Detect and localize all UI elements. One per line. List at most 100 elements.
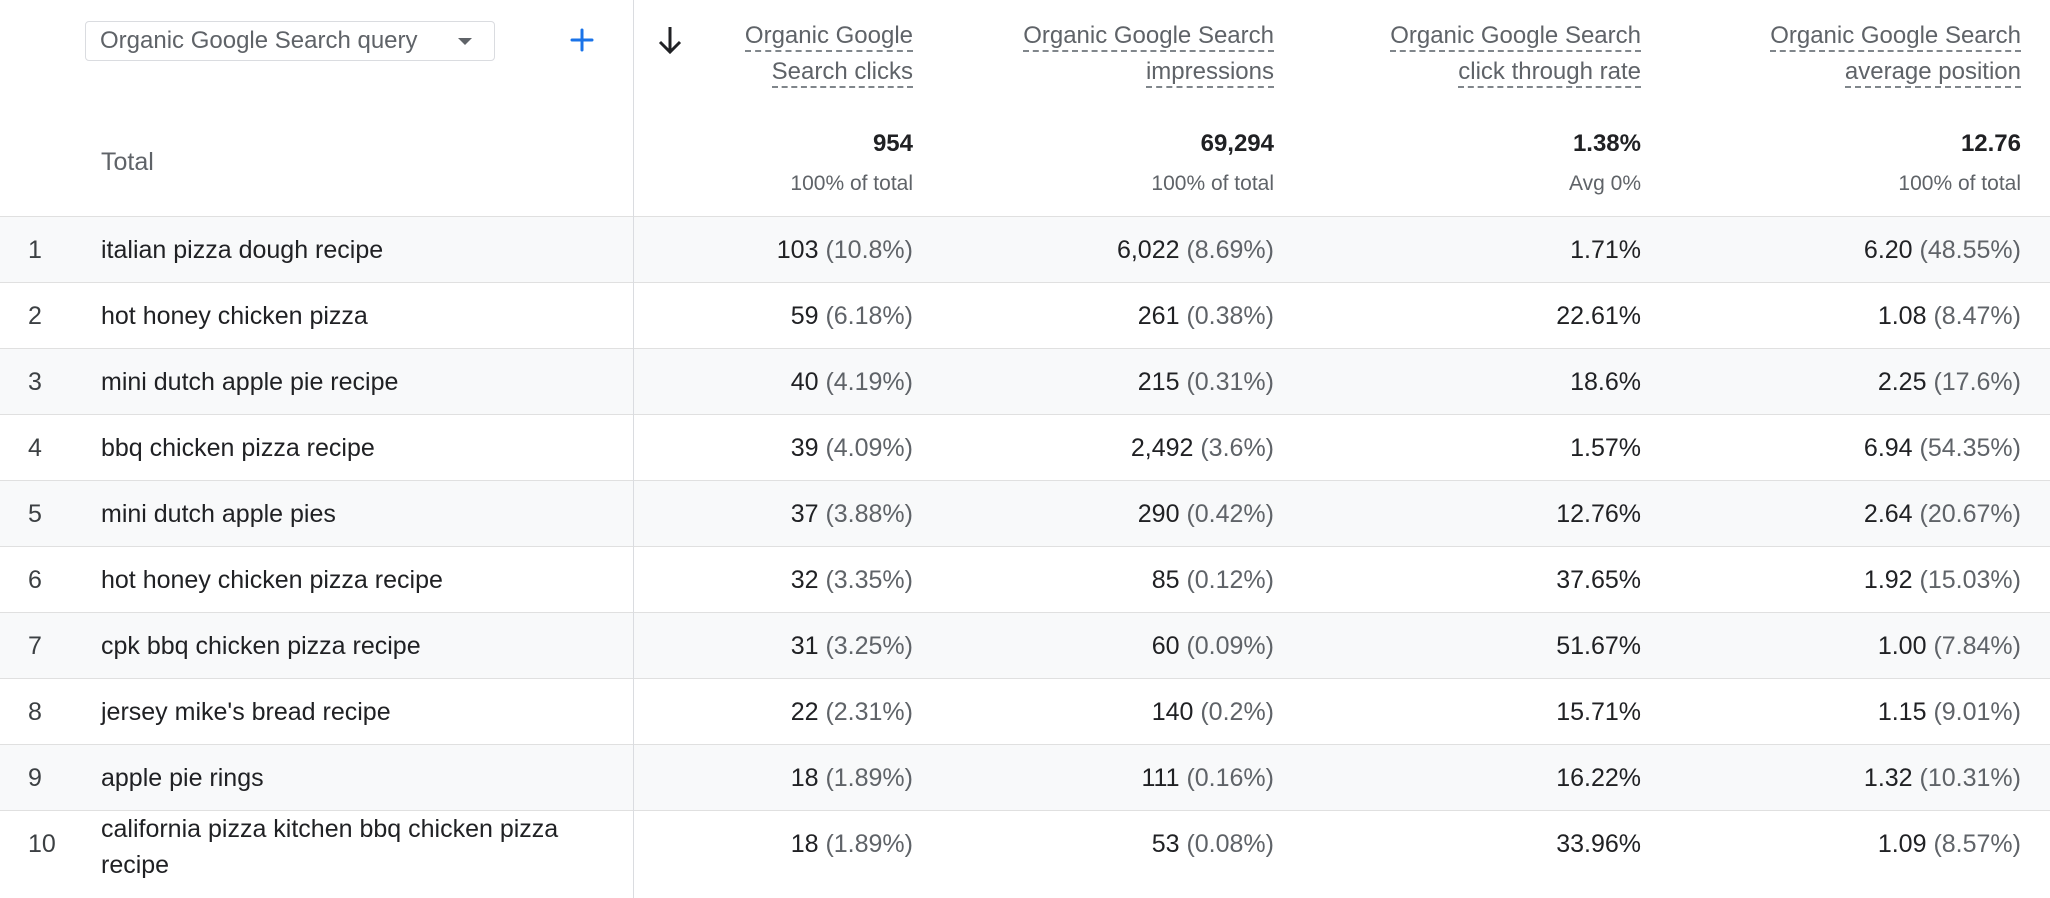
clicks-cell: 40 (4.19%) bbox=[791, 368, 913, 397]
table-row[interactable]: 7 cpk bbq chicken pizza recipe 31 (3.25%) 6… bbox=[0, 612, 2050, 678]
clicks-cell-percent: (3.35%) bbox=[825, 566, 913, 594]
position-cell-value: 1.92 bbox=[1863, 566, 1913, 594]
impressions-cell-percent: (0.16%) bbox=[1186, 764, 1274, 792]
clicks-cell-percent: (10.8%) bbox=[825, 236, 913, 264]
column-header-impressions[interactable]: Organic Google Search impressions bbox=[1023, 18, 1274, 90]
total-ctr: 1.38% bbox=[1572, 130, 1641, 157]
table-header: Organic Google Search query Organic Goog… bbox=[0, 0, 2050, 216]
row-index: 10 bbox=[28, 830, 56, 858]
total-impressions: 69,294 bbox=[1200, 130, 1274, 157]
ctr-cell: 15.71% bbox=[1556, 698, 1641, 727]
clicks-cell-percent: (4.09%) bbox=[825, 434, 913, 462]
query-text: mini dutch apple pies bbox=[101, 500, 336, 528]
table-row[interactable]: 10 california pizza kitchen bbq chicken p… bbox=[0, 810, 2050, 879]
impressions-cell: 261 (0.38%) bbox=[1138, 302, 1274, 331]
column-divider bbox=[633, 0, 634, 898]
table-row[interactable]: 1 italian pizza dough recipe 103 (10.8%) 6,… bbox=[0, 216, 2050, 282]
clicks-cell-value: 32 bbox=[790, 566, 819, 594]
position-cell-value: 6.20 bbox=[1863, 236, 1913, 264]
ctr-cell-value: 1.57% bbox=[1570, 434, 1641, 462]
row-index: 9 bbox=[28, 764, 42, 792]
position-cell-value: 1.00 bbox=[1877, 632, 1927, 660]
position-cell-value: 2.25 bbox=[1877, 368, 1927, 396]
impressions-cell: 85 (0.12%) bbox=[1152, 566, 1274, 595]
table-row[interactable]: 9 apple pie rings 18 (1.89%) 111 (0.16%) 16.… bbox=[0, 744, 2050, 810]
clicks-cell-value: 59 bbox=[790, 302, 819, 330]
impressions-cell-percent: (0.12%) bbox=[1186, 566, 1274, 594]
position-cell-percent: (7.84%) bbox=[1933, 632, 2021, 660]
clicks-cell-percent: (3.25%) bbox=[825, 632, 913, 660]
row-index: 8 bbox=[28, 698, 42, 726]
impressions-cell-percent: (0.42%) bbox=[1186, 500, 1274, 528]
table-row[interactable]: 3 mini dutch apple pie recipe 40 (4.19%) 21… bbox=[0, 348, 2050, 414]
row-index: 4 bbox=[28, 434, 42, 462]
query-text: apple pie rings bbox=[101, 764, 264, 792]
impressions-cell: 290 (0.42%) bbox=[1138, 500, 1274, 529]
impressions-cell-value: 111 bbox=[1141, 764, 1180, 792]
plus-icon[interactable] bbox=[564, 22, 600, 58]
position-cell: 6.20 (48.55%) bbox=[1864, 236, 2021, 265]
position-cell: 1.92 (15.03%) bbox=[1864, 566, 2021, 595]
impressions-cell: 6,022 (8.69%) bbox=[1117, 236, 1274, 265]
table-row[interactable]: 6 hot honey chicken pizza recipe 32 (3.35%… bbox=[0, 546, 2050, 612]
arrow-down-icon[interactable] bbox=[655, 24, 685, 56]
impressions-cell-value: 6,022 bbox=[1116, 236, 1180, 264]
table-row[interactable]: 2 hot honey chicken pizza 59 (6.18%) 261 (0… bbox=[0, 282, 2050, 348]
total-position: 12.76 bbox=[1960, 130, 2021, 157]
total-impressions-sub: 100% of total bbox=[1151, 172, 1274, 195]
position-cell-percent: (10.31%) bbox=[1919, 764, 2021, 792]
table-row[interactable]: 8 jersey mike's bread recipe 22 (2.31%) 140… bbox=[0, 678, 2050, 744]
clicks-cell-value: 39 bbox=[790, 434, 819, 462]
clicks-cell-percent: (2.31%) bbox=[825, 698, 913, 726]
total-clicks: 954 bbox=[872, 130, 913, 157]
position-cell: 1.15 (9.01%) bbox=[1878, 698, 2021, 727]
dimension-select[interactable]: Organic Google Search query bbox=[85, 21, 495, 61]
ctr-cell-value: 15.71% bbox=[1556, 698, 1641, 726]
impressions-cell-percent: (0.31%) bbox=[1186, 368, 1274, 396]
ctr-cell-value: 37.65% bbox=[1556, 566, 1641, 594]
impressions-cell-value: 60 bbox=[1151, 632, 1180, 660]
clicks-cell-percent: (1.89%) bbox=[825, 764, 913, 792]
clicks-cell-percent: (1.89%) bbox=[825, 830, 913, 858]
clicks-cell-value: 18 bbox=[790, 830, 819, 858]
impressions-cell: 140 (0.2%) bbox=[1152, 698, 1274, 727]
position-cell: 1.00 (7.84%) bbox=[1878, 632, 2021, 661]
clicks-cell: 59 (6.18%) bbox=[791, 302, 913, 331]
position-cell-percent: (20.67%) bbox=[1919, 500, 2021, 528]
position-cell-value: 2.64 bbox=[1863, 500, 1913, 528]
clicks-cell-percent: (3.88%) bbox=[825, 500, 913, 528]
position-cell: 6.94 (54.35%) bbox=[1864, 434, 2021, 463]
column-header-ctr[interactable]: Organic Google Search click through rate bbox=[1390, 18, 1641, 90]
ctr-cell: 18.6% bbox=[1570, 368, 1641, 397]
query-text: cpk bbq chicken pizza recipe bbox=[101, 632, 421, 660]
column-header-clicks[interactable]: Organic Google Search clicks bbox=[744, 18, 913, 90]
query-text: hot honey chicken pizza recipe bbox=[101, 566, 443, 594]
ctr-cell: 22.61% bbox=[1556, 302, 1641, 331]
position-cell-value: 1.09 bbox=[1877, 830, 1927, 858]
ctr-cell-value: 18.6% bbox=[1570, 368, 1641, 396]
clicks-cell-value: 40 bbox=[790, 368, 819, 396]
clicks-cell-value: 31 bbox=[790, 632, 819, 660]
ctr-cell: 1.71% bbox=[1570, 236, 1641, 265]
table-row[interactable]: 5 mini dutch apple pies 37 (3.88%) 290 (0.4… bbox=[0, 480, 2050, 546]
clicks-cell: 22 (2.31%) bbox=[791, 698, 913, 727]
column-header-position[interactable]: Organic Google Search average position bbox=[1770, 18, 2021, 90]
ctr-cell-value: 12.76% bbox=[1556, 500, 1641, 528]
row-index: 1 bbox=[28, 236, 42, 264]
ctr-cell: 33.96% bbox=[1556, 830, 1641, 859]
position-cell-value: 1.15 bbox=[1877, 698, 1927, 726]
position-cell: 1.08 (8.47%) bbox=[1878, 302, 2021, 331]
query-text: california pizza kitchen bbq chicken piz… bbox=[101, 815, 559, 843]
dimension-select-label: Organic Google Search query bbox=[100, 27, 418, 54]
table-row[interactable]: 4 bbq chicken pizza recipe 39 (4.09%) 2,492… bbox=[0, 414, 2050, 480]
impressions-cell-value: 215 bbox=[1137, 368, 1180, 396]
ctr-cell-value: 1.71% bbox=[1570, 236, 1641, 264]
row-index: 5 bbox=[28, 500, 42, 528]
ctr-cell-value: 16.22% bbox=[1556, 764, 1641, 792]
clicks-cell: 32 (3.35%) bbox=[791, 566, 913, 595]
impressions-cell-percent: (0.2%) bbox=[1200, 698, 1274, 726]
position-cell: 2.25 (17.6%) bbox=[1878, 368, 2021, 397]
position-cell-percent: (15.03%) bbox=[1919, 566, 2021, 594]
clicks-cell-value: 22 bbox=[790, 698, 819, 726]
position-cell: 1.32 (10.31%) bbox=[1864, 764, 2021, 793]
